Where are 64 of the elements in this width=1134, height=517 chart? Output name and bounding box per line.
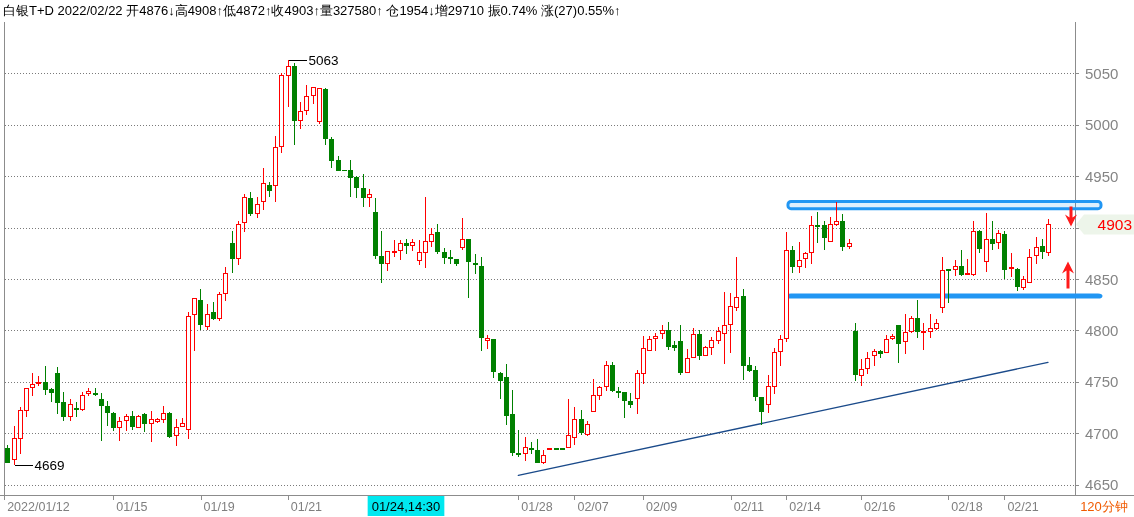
candlestick [361,173,366,208]
y-tick-label: 4650 [1085,476,1119,494]
candlestick [790,245,795,274]
annotation: 5063 [308,53,339,68]
x-tick-label: 01/21 [290,500,323,514]
y-tick-label: 4950 [1085,167,1119,185]
candlestick [99,392,104,441]
candlestick [105,400,110,427]
x-tick-label: 01/19 [203,500,235,514]
candlestick [273,135,278,203]
x-tick-label: 02/11 [733,500,765,514]
candlestick [286,59,291,108]
candlestick [279,72,284,154]
y-tick-label: 4850 [1085,270,1119,288]
candlestick [903,313,908,355]
candlestick [236,220,241,266]
candlestick [329,136,334,169]
candlestick [915,299,920,339]
candlestick [304,84,309,116]
note: 01/24,14:30 [367,496,445,516]
candlestick [784,231,789,343]
x-tick-label: 02/07 [577,500,609,514]
candlestick [292,62,297,146]
candlestick [809,215,814,265]
y-tick-label: 5000 [1085,116,1119,134]
candlestick [298,101,303,130]
candlestick [373,197,378,259]
candlestick [660,324,665,340]
candlestick [815,211,820,244]
x-tick-label: 02/09 [645,500,678,514]
candlestick [1040,238,1045,259]
candlestick [921,322,926,351]
annotation: 4669 [34,458,65,473]
candlestick [80,391,85,411]
x-tick-label: 2022/01/12 [7,500,70,514]
x-tick-label: 02/14 [789,500,821,514]
x-tick-label: 02/21 [1007,500,1039,514]
x-tick-label: 01/28 [521,500,553,514]
candlestick [267,181,272,198]
title: 白银T+D 2022/02/22 开4876↓高4908↑低4872↑收4903↑量327580↑ 仓1954↓增29710 振0.74% 涨(27)0.55%↑ [3,3,621,18]
candlestick [473,253,478,275]
x-tick-label: 02/16 [864,500,896,514]
candlestick [379,230,384,284]
candlestick [853,322,858,382]
candlestick [230,230,235,274]
x-tick-label: 02/18 [951,500,983,514]
candlestick [628,392,633,409]
candlestick [547,448,552,451]
candlestick [797,241,802,274]
candlestick [822,220,827,251]
candlestick [859,358,864,387]
candlestick [1034,236,1039,265]
y-tick-label: 4750 [1085,373,1119,391]
x-tick-label: 01/15 [116,500,148,514]
candlestick [1009,252,1014,278]
candlestick [865,351,870,375]
candlestick [479,256,484,352]
candlestick [984,212,989,273]
candlestick [74,401,79,418]
candlestick [803,252,808,269]
y-tick-label: 4700 [1085,424,1119,442]
note: 120分钟 [1080,499,1128,514]
y-tick-label: 5050 [1085,64,1119,82]
y-tick-label: 4800 [1085,321,1119,339]
